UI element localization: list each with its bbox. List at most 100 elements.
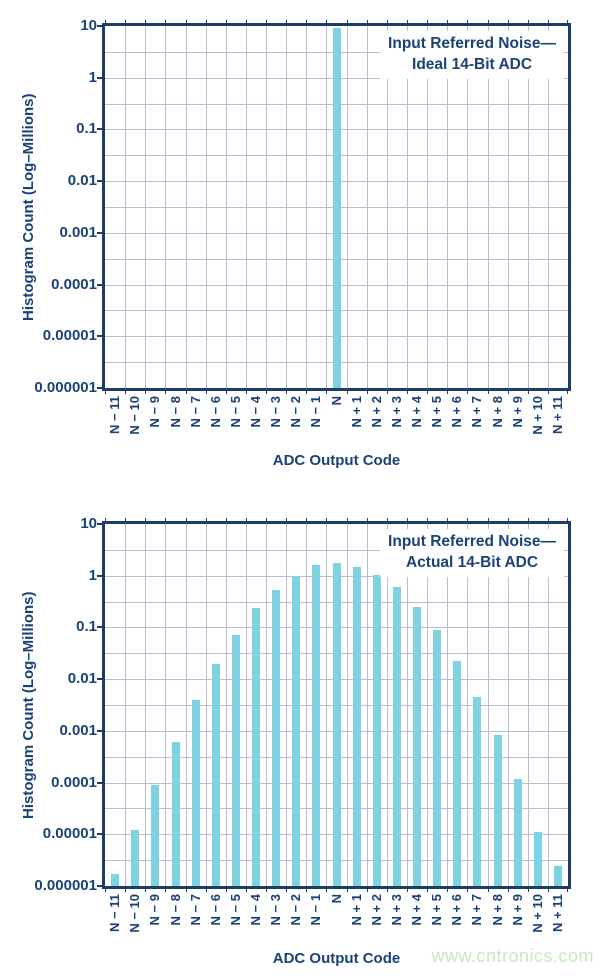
tick-mark — [286, 20, 288, 23]
gridline — [145, 524, 147, 886]
y-axis-tick-label: 0.00001 — [42, 327, 97, 345]
tick-mark — [97, 180, 102, 183]
tick-mark — [185, 518, 187, 521]
tick-mark — [97, 283, 102, 286]
tick-mark — [225, 391, 227, 394]
y-axis-tick-label: 0.0001 — [51, 275, 97, 293]
tick-mark — [97, 729, 102, 732]
tick-mark — [205, 518, 207, 521]
gridline — [245, 524, 247, 886]
chart-title-line1: Input Referred Noise— — [388, 533, 556, 550]
tick-mark — [567, 20, 568, 23]
gridline — [306, 26, 308, 388]
tick-mark — [326, 391, 328, 394]
tick-mark — [145, 20, 147, 23]
tick-mark — [407, 391, 408, 394]
gridline — [145, 26, 147, 388]
tick-mark — [386, 391, 388, 394]
tick-mark — [567, 518, 568, 521]
chart-title-line2: Ideal 14-Bit ADC — [412, 56, 533, 73]
histogram-bar — [272, 590, 281, 886]
x-axis-tick-label: N + 3 — [388, 396, 404, 428]
tick-mark — [366, 20, 368, 23]
histogram-bar — [553, 866, 562, 886]
histogram-bar — [473, 697, 482, 886]
histogram-bar — [513, 779, 522, 886]
tick-mark — [165, 20, 167, 23]
gridline — [487, 26, 489, 388]
tick-mark — [407, 518, 408, 521]
histogram-bar — [493, 734, 502, 886]
x-axis-tick-label: N − 6 — [207, 894, 223, 926]
gridline — [386, 26, 388, 388]
tick-mark — [105, 391, 106, 394]
x-axis-tick-label: N − 9 — [147, 894, 163, 926]
tick-mark — [145, 518, 147, 521]
tick-mark — [427, 20, 429, 23]
y-axis-tick-label: 0.01 — [67, 670, 97, 688]
tick-mark — [185, 20, 187, 23]
gridline — [245, 26, 247, 388]
tick-mark — [507, 391, 509, 394]
y-axis-tick-label: 0.1 — [76, 120, 97, 138]
tick-mark — [467, 391, 469, 394]
tick-mark — [567, 391, 568, 394]
tick-mark — [266, 889, 267, 892]
tick-mark — [366, 391, 368, 394]
histogram-bar — [252, 607, 260, 886]
y-axis-tick-label: 0.01 — [67, 172, 97, 190]
y-axis-tick-label: 1 — [88, 566, 97, 584]
x-axis-tick-label: N + 11 — [549, 396, 565, 434]
gridline — [407, 524, 408, 886]
gridline — [346, 26, 348, 388]
tick-mark — [225, 518, 227, 521]
histogram-bar — [453, 661, 462, 886]
histogram-bar — [433, 629, 442, 886]
y-axis-tick-label: 0.00001 — [42, 825, 97, 843]
chart-title: Input Referred Noise— Actual 14-Bit ADC — [380, 529, 564, 577]
gridline — [205, 26, 207, 388]
gridline — [286, 26, 288, 388]
gridline — [165, 524, 167, 886]
tick-mark — [527, 889, 529, 892]
x-axis-title: ADC Output Code — [272, 950, 401, 967]
tick-mark — [507, 889, 509, 892]
y-axis-tick-label: 0.000001 — [34, 877, 97, 894]
y-axis-tick-label: 0.001 — [59, 721, 97, 739]
tick-mark — [547, 391, 549, 394]
tick-mark — [245, 518, 247, 521]
gridline — [225, 524, 227, 886]
tick-mark — [427, 391, 429, 394]
gridline — [547, 26, 549, 388]
ideal-adc-chart: Histogram Count (Log–Millions) 10 1 0.1 0.0… — [20, 17, 571, 469]
histogram-bar — [171, 742, 180, 886]
tick-mark — [447, 889, 449, 892]
tick-mark — [97, 523, 102, 525]
tick-mark — [286, 391, 288, 394]
gridline — [447, 524, 449, 886]
tick-mark — [326, 518, 328, 521]
tick-mark — [487, 518, 489, 521]
histogram-bar — [332, 28, 341, 388]
x-axis-tick-label: N — [328, 396, 344, 406]
x-axis-tick-label: N − 6 — [207, 396, 223, 428]
gridline — [467, 26, 469, 388]
x-axis-tick-label: N − 2 — [288, 396, 304, 428]
tick-mark — [125, 20, 127, 23]
x-axis-tick-label: N + 10 — [529, 894, 545, 933]
gridline — [125, 26, 127, 388]
chart-title-line2: Actual 14-Bit ADC — [405, 554, 539, 571]
tick-mark — [205, 889, 207, 892]
y-axis-tick-label: 0.1 — [76, 618, 97, 636]
tick-mark — [286, 889, 288, 892]
tick-mark — [97, 387, 102, 389]
tick-mark — [266, 518, 267, 521]
gridline — [487, 524, 489, 886]
tick-mark — [97, 574, 102, 577]
gridline — [326, 524, 328, 886]
tick-mark — [567, 889, 568, 892]
histogram-bar — [292, 575, 301, 886]
x-axis-tick-label: N − 7 — [187, 894, 203, 926]
x-axis-tick-label: N + 8 — [489, 396, 505, 428]
